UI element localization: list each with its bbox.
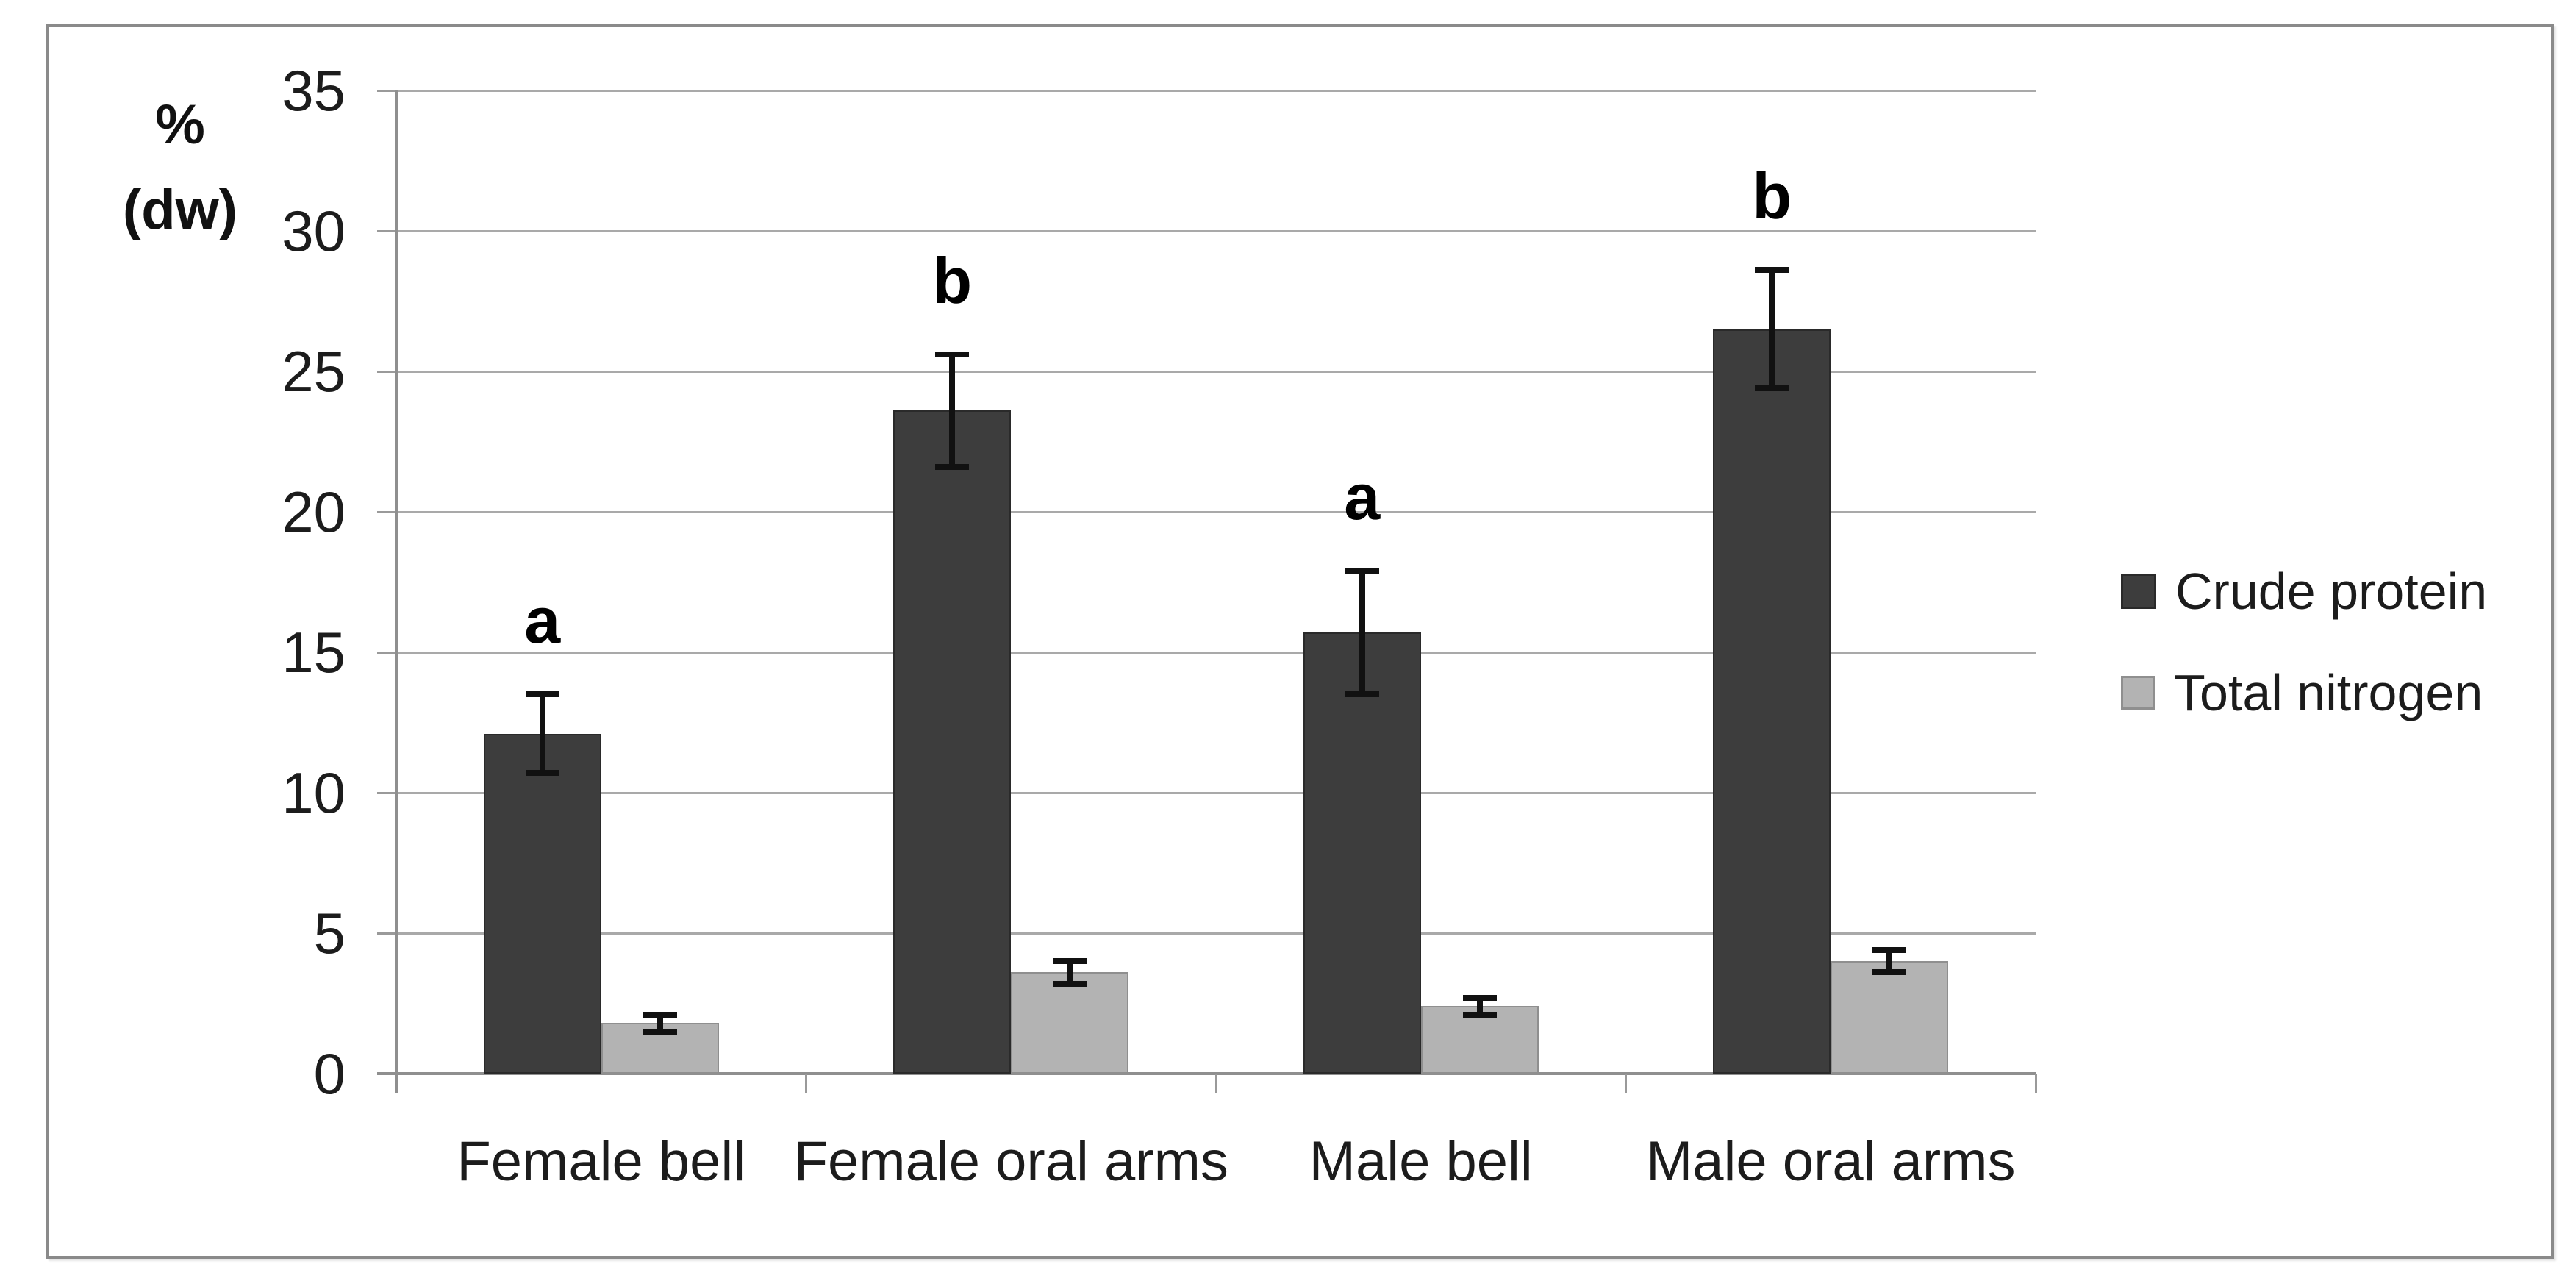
error-bar: [539, 694, 545, 774]
category-label: Male bell: [1309, 1130, 1533, 1193]
error-bar-cap: [1345, 568, 1379, 574]
error-bar-cap: [525, 691, 559, 698]
y-axis-tick: [377, 510, 396, 513]
gridline: [396, 510, 2036, 513]
y-axis-tick: [377, 932, 396, 935]
x-axis-tick: [2034, 1074, 2037, 1093]
error-bar: [656, 1014, 663, 1032]
y-tick-label: 10: [282, 760, 346, 825]
bar-crude-protein-female-bell: [483, 733, 601, 1074]
significance-letter: a: [524, 584, 561, 657]
gridline: [396, 370, 2036, 373]
error-bar-cap: [643, 1011, 677, 1018]
category-label: Male oral arms: [1645, 1130, 2016, 1193]
significance-letter: a: [1344, 460, 1381, 534]
legend-item-total-nitrogen: Total nitrogen: [2121, 666, 2483, 719]
significance-letter: b: [1752, 160, 1792, 233]
error-bar-cap: [1872, 969, 1907, 976]
y-axis-tick: [377, 89, 396, 92]
bar-total-nitrogen-male-oral-arms: [1831, 961, 1949, 1074]
x-axis-tick: [805, 1074, 807, 1093]
error-bar-cap: [525, 770, 559, 777]
y-axis-title-line1: %: [155, 93, 205, 156]
y-axis-tick: [377, 791, 396, 794]
error-bar-cap: [1872, 946, 1907, 953]
y-tick-label: 35: [282, 58, 346, 123]
y-tick-label: 15: [282, 620, 346, 685]
y-axis-title-line2: (dw): [122, 179, 238, 241]
gridline: [396, 229, 2036, 232]
legend-item-crude-protein: Crude protein: [2121, 565, 2487, 618]
gridline: [396, 791, 2036, 794]
significance-letter: b: [932, 244, 973, 318]
category-label: Female bell: [457, 1130, 746, 1193]
error-bar-cap: [1755, 385, 1789, 391]
error-bar-cap: [1345, 691, 1379, 698]
y-axis-line: [395, 90, 398, 1093]
legend-label-crude-protein: Crude protein: [2175, 563, 2488, 620]
y-tick-label: 20: [282, 479, 346, 544]
bar-total-nitrogen-female-oral-arms: [1011, 972, 1129, 1074]
gridline: [396, 89, 2036, 92]
error-bar-cap: [643, 1028, 677, 1035]
x-axis-tick: [1625, 1074, 1627, 1093]
error-bar: [1769, 270, 1775, 388]
error-bar: [949, 354, 956, 467]
error-bar-cap: [1053, 958, 1087, 965]
y-tick-label: 0: [313, 1041, 346, 1106]
bar-crude-protein-male-oral-arms: [1713, 329, 1831, 1074]
error-bar: [1476, 997, 1483, 1015]
error-bar-cap: [935, 352, 970, 358]
x-axis-tick: [1214, 1074, 1217, 1093]
bar-crude-protein-female-oral-arms: [893, 410, 1012, 1074]
x-axis-line: [377, 1072, 2036, 1075]
y-axis-tick: [377, 370, 396, 373]
error-bar-cap: [1755, 267, 1789, 274]
gridline: [396, 932, 2036, 935]
error-bar-cap: [935, 463, 970, 470]
y-tick-label: 5: [313, 901, 346, 966]
category-label: Female oral arms: [793, 1130, 1228, 1193]
y-axis-tick: [377, 651, 396, 654]
error-bar: [1886, 949, 1893, 973]
legend-label-total-nitrogen: Total nitrogen: [2174, 664, 2483, 721]
error-bar-cap: [1462, 1011, 1497, 1018]
bar-crude-protein-male-bell: [1303, 632, 1421, 1074]
y-tick-label: 25: [282, 339, 346, 404]
legend-swatch-total-nitrogen: [2121, 676, 2155, 710]
error-bar-cap: [1462, 994, 1497, 1001]
legend-swatch-crude-protein: [2121, 574, 2156, 609]
y-axis-tick: [377, 229, 396, 232]
error-bar-cap: [1053, 980, 1087, 987]
gridline: [396, 651, 2036, 654]
y-tick-label: 30: [282, 199, 346, 263]
y-axis-title: % (dw): [70, 82, 290, 253]
error-bar: [1359, 571, 1365, 695]
error-bar: [1067, 961, 1073, 984]
